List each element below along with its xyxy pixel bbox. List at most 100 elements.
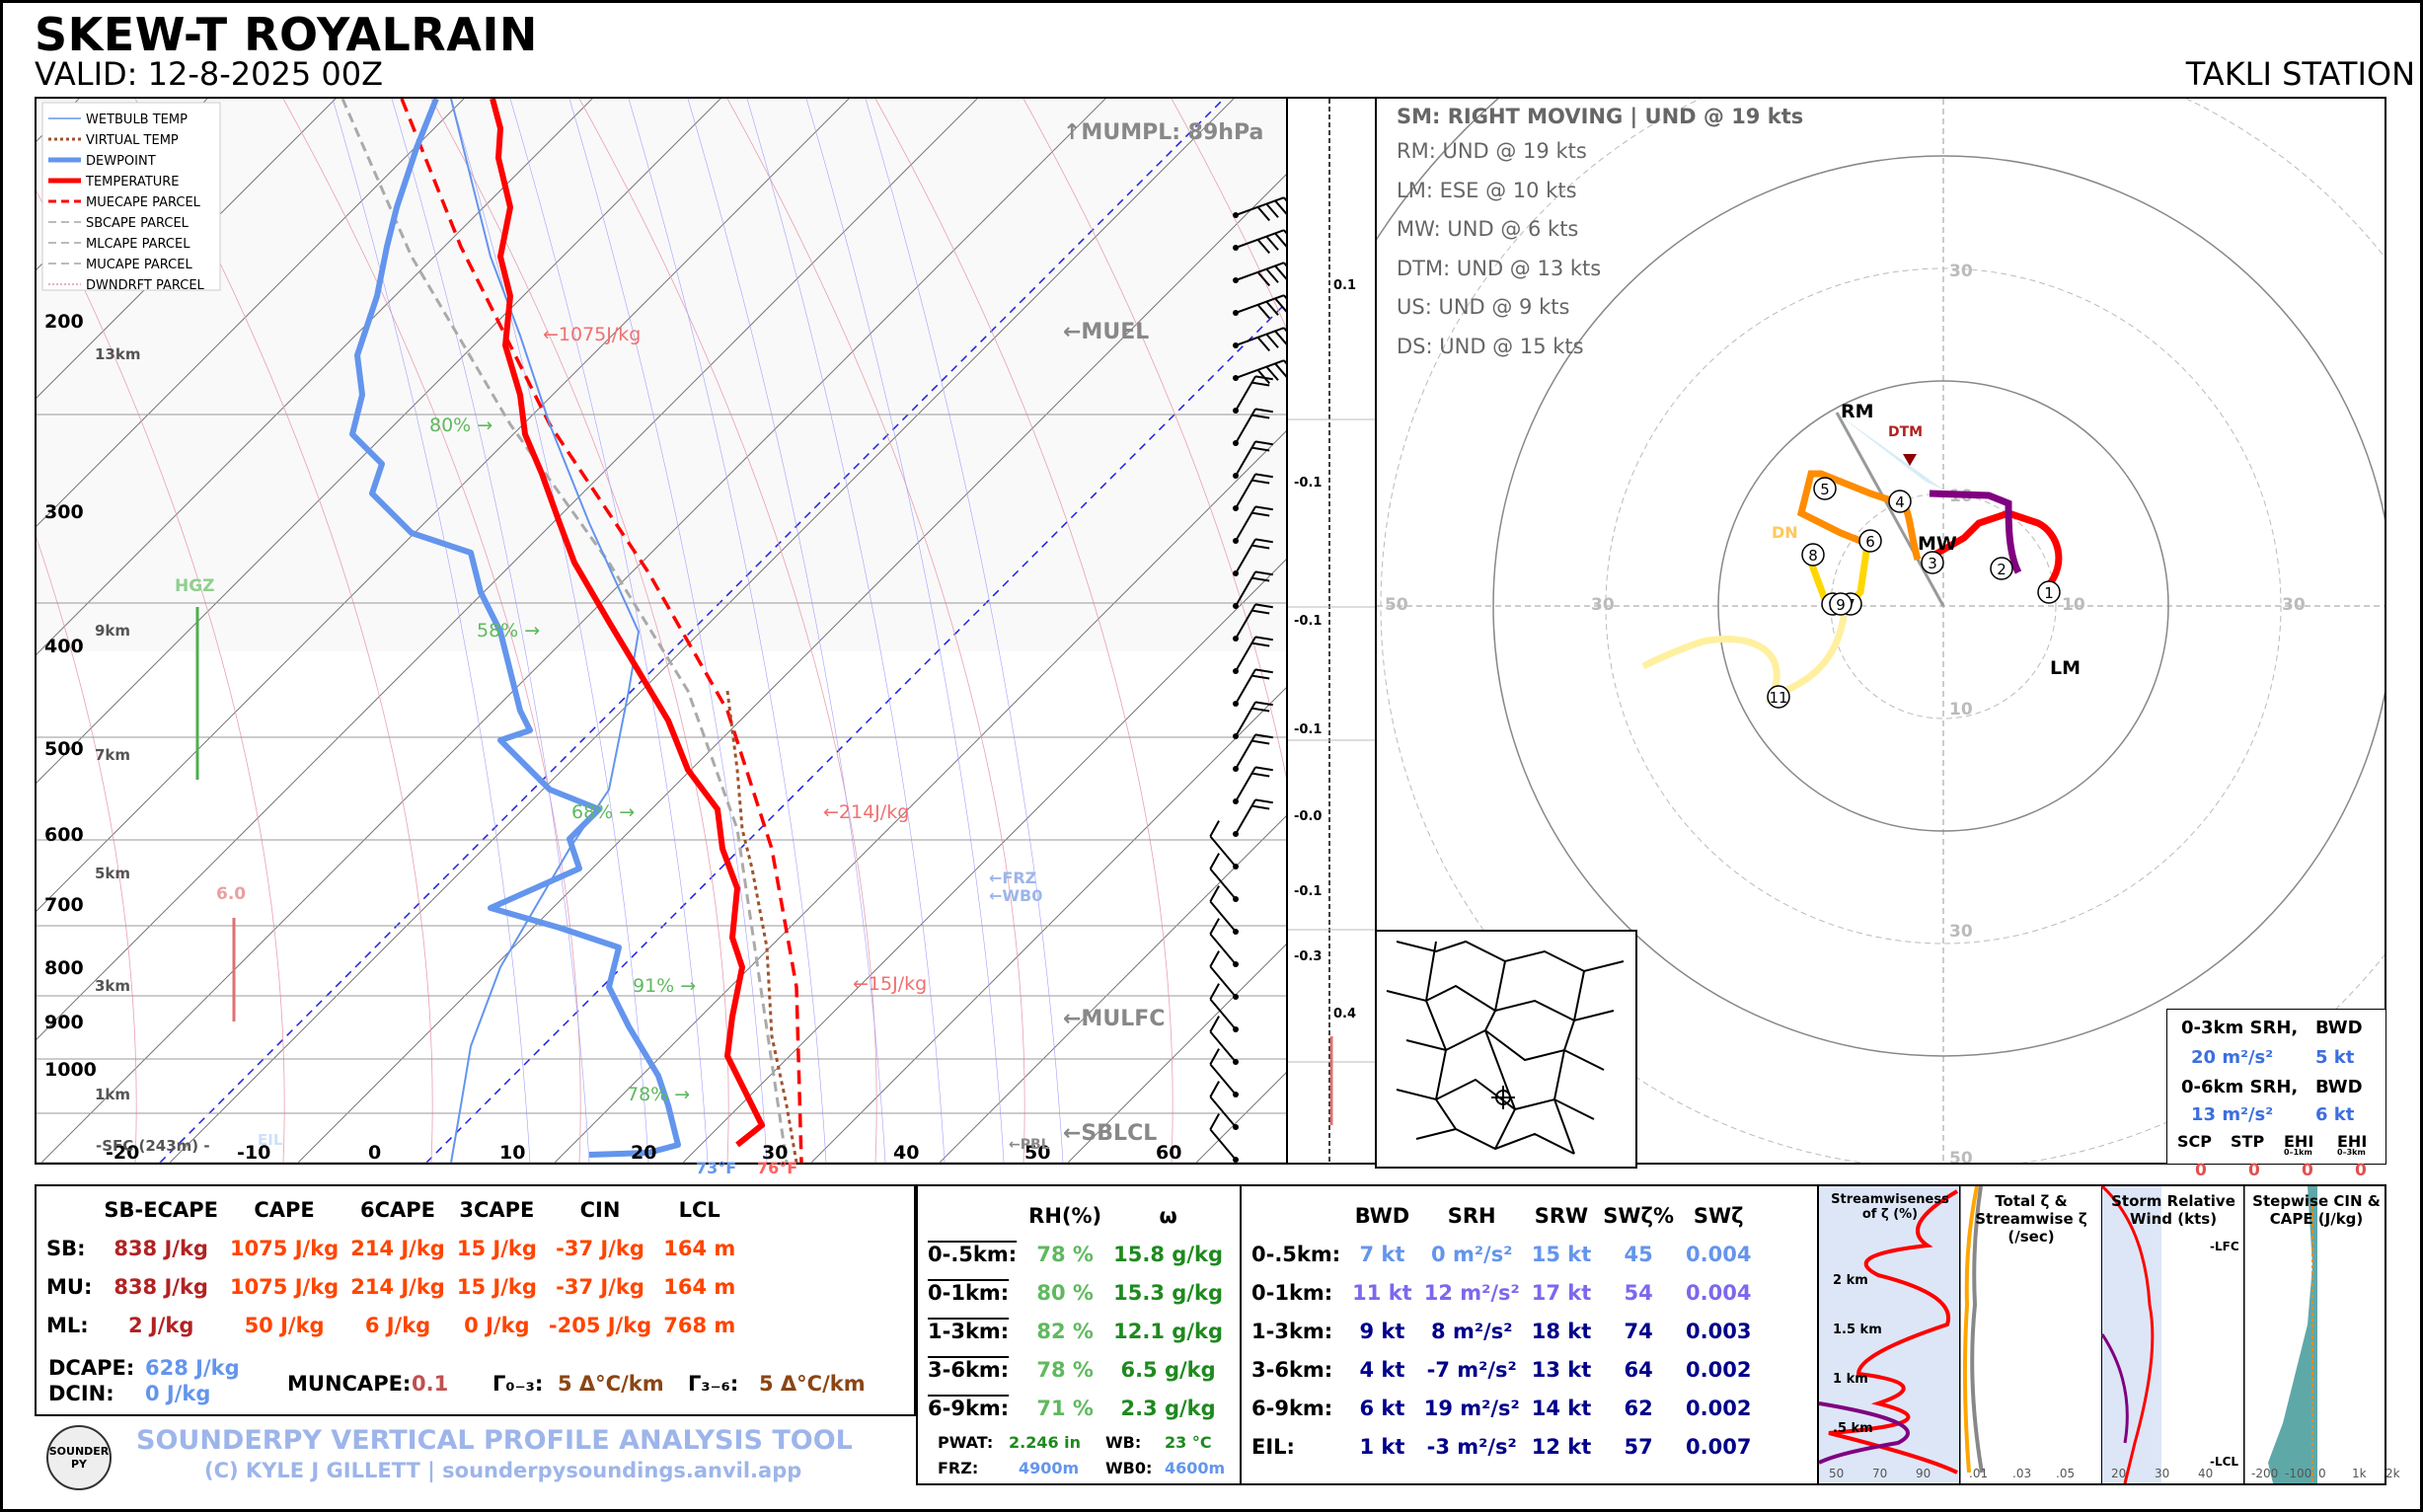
hodo-point-11: 11 xyxy=(1767,685,1790,709)
thermo-header: CAPE xyxy=(254,1197,315,1222)
svg-text:5: 5 xyxy=(1820,481,1830,498)
hodo-point-1: 1 xyxy=(2037,580,2061,604)
temp-tick-0: -20 xyxy=(106,1142,139,1163)
mini-profiles xyxy=(1818,1184,2317,1484)
kin-row: 6-9km: 6 kt 19 m²/s² 14 kt 62 0.002 xyxy=(1246,1389,1757,1427)
station-name: TAKLI STATION xyxy=(2185,55,2415,93)
wind-barb xyxy=(1209,1081,1239,1130)
storm-motion-line: DS: UND @ 15 kts xyxy=(1397,334,1584,358)
moist-w: 15.3 g/kg xyxy=(1113,1280,1223,1305)
dcin-value: 0 J/kg xyxy=(145,1382,211,1405)
storm-motion-line: MW: UND @ 6 kts xyxy=(1397,217,1579,241)
pwat-value: 2.246 in xyxy=(1009,1433,1082,1452)
storm-motion-line: LM: ESE @ 10 kts xyxy=(1397,178,1577,202)
height-5km: 5km xyxy=(95,865,131,882)
wind-barb xyxy=(1233,294,1297,320)
kin-cell: 11 kt xyxy=(1352,1280,1412,1305)
legend-entry: TEMPERATURE xyxy=(85,175,180,189)
bwd-06-value: 6 kt xyxy=(2315,1104,2355,1125)
moist-row-label: 3-6km: xyxy=(928,1357,1010,1382)
hodo-ring-label: 10 xyxy=(1949,700,1973,719)
temp-tick-2: 0 xyxy=(368,1142,381,1163)
thermo-cell: 1075 J/kg xyxy=(229,1236,340,1260)
scp-value: 0 xyxy=(2195,1161,2207,1180)
ehi1-sub: 0–1km xyxy=(2284,1148,2312,1157)
thermo-cell: 15 J/kg xyxy=(456,1236,537,1260)
thermo-cell: 50 J/kg xyxy=(244,1313,325,1337)
skewt-panel: WETBULB TEMP VIRTUAL TEMP DEWPOINT TEMPERAT… xyxy=(35,97,1288,1177)
pressure-tick-600: 600 xyxy=(44,824,84,846)
srh-03-header: 0-3km SRH, xyxy=(2181,1018,2299,1038)
mini-axis-tick: .03 xyxy=(2012,1467,2032,1480)
mini-axis-tick: 30 xyxy=(2155,1467,2170,1480)
storm-motion-wedge xyxy=(1833,411,1943,490)
moist-rh: 78 % xyxy=(1036,1242,1094,1266)
temperature-line xyxy=(490,99,765,1148)
frz-height-label: FRZ: xyxy=(938,1459,979,1477)
dcin-label: DCIN: xyxy=(48,1382,114,1405)
moist-w: 12.1 g/kg xyxy=(1113,1319,1223,1343)
pressure-tick-700: 700 xyxy=(44,894,84,916)
muncape-value: 0.1 xyxy=(412,1372,449,1396)
ehi1-header: EHI xyxy=(2284,1132,2314,1151)
thermo-row-label: SB: xyxy=(46,1236,86,1260)
thermo-header xyxy=(40,1190,98,1229)
wb0-height-label: WB0: xyxy=(1105,1459,1153,1477)
lapse-36-value: 5 Δ°C/km xyxy=(759,1372,866,1396)
moist-h-w: ω xyxy=(1159,1203,1177,1228)
rh-91-label: 91% → xyxy=(633,975,697,997)
wind-barb xyxy=(1233,636,1273,674)
storm-motion-line: DTM: UND @ 13 kts xyxy=(1397,256,1602,280)
dtm-marker xyxy=(1903,454,1917,466)
kin-cell: 54 xyxy=(1624,1280,1653,1305)
page-title: SKEW-T ROYALRAIN xyxy=(35,8,538,61)
mini-2km: 2 km xyxy=(1833,1273,1868,1288)
omega-value: -0.3 xyxy=(1294,949,1323,964)
srh-index-values: 0 0 0 0 xyxy=(2181,1161,2399,1184)
mini-axis-tick: -100 xyxy=(2285,1467,2312,1480)
kin-cell: 6 kt xyxy=(1359,1396,1405,1420)
thermo-row: SB: 838 J/kg 1075 J/kg 214 J/kg 15 J/kg -37 J… xyxy=(40,1229,741,1267)
kin-cell: 4 kt xyxy=(1359,1357,1405,1382)
temp-tick-7: 50 xyxy=(1024,1142,1050,1163)
wind-barb xyxy=(1233,701,1273,739)
vorticity-title: Total ζ & Streamwise ζ (/sec) xyxy=(1975,1192,2087,1246)
thermo-cell: 6 J/kg xyxy=(364,1313,431,1337)
kin-row: 0-.5km: 7 kt 0 m²/s² 15 kt 45 0.004 xyxy=(1246,1235,1757,1273)
hodo-ring-label: 30 xyxy=(2282,595,2306,615)
storm-motion-title: SM: RIGHT MOVING | UND @ 19 kts xyxy=(1397,105,1804,128)
kin-cell: 17 kt xyxy=(1531,1280,1592,1305)
omega-value: 0.4 xyxy=(1333,1007,1357,1021)
mini-axis-tick: 90 xyxy=(1916,1467,1931,1480)
hodo-trace-9-12km xyxy=(1641,601,1850,704)
sfc-label: -SFC (243m) - xyxy=(96,1137,210,1155)
kin-cell: 57 xyxy=(1624,1434,1653,1459)
height-9km: 9km xyxy=(95,622,131,640)
moist-rh: 80 % xyxy=(1036,1280,1094,1305)
srh-03-value: 20 m²/s² xyxy=(2191,1047,2274,1068)
svg-text:3: 3 xyxy=(1928,555,1937,572)
kinematic-table-panel: BWD SRH SRW SWζ% SWζ 0-.5km: 7 kt 0 m²/s² 15 kt… xyxy=(1240,1184,1819,1485)
mini-axis-tick: .01 xyxy=(1969,1467,1989,1480)
mini-1km: 1 km xyxy=(1833,1372,1868,1387)
mini-05km: .5 km xyxy=(1833,1421,1873,1436)
pbl-label: ←PBL xyxy=(1009,1137,1050,1153)
wind-barb xyxy=(1233,196,1297,222)
kin-cell: 18 kt xyxy=(1531,1319,1592,1343)
lapse-03-value: 5 Δ°C/km xyxy=(558,1372,664,1396)
kin-row-label: 0-.5km: xyxy=(1251,1242,1341,1266)
legend-entry: VIRTUAL TEMP xyxy=(86,133,179,148)
rh-78-label: 78% → xyxy=(627,1084,691,1105)
moisture-table-panel: RH(%) ω 0-.5km: 78 % 15.8 g/kg 0-1km: 80 % 15.… xyxy=(916,1184,1242,1485)
pressure-tick-300: 300 xyxy=(44,501,84,523)
wind-barb xyxy=(1233,262,1297,287)
map-outline xyxy=(1386,940,1625,1155)
muel-label: ←MUEL xyxy=(1063,320,1150,344)
temp-tick-3: 10 xyxy=(499,1142,525,1163)
kin-cell: -3 m²/s² xyxy=(1426,1434,1517,1459)
mw-label: MW xyxy=(1918,533,1957,555)
thermo-header: CIN xyxy=(579,1197,621,1222)
kin-cell: 12 kt xyxy=(1531,1434,1592,1459)
kin-row: EIL: 1 kt -3 m²/s² 12 kt 57 0.007 xyxy=(1246,1427,1757,1466)
